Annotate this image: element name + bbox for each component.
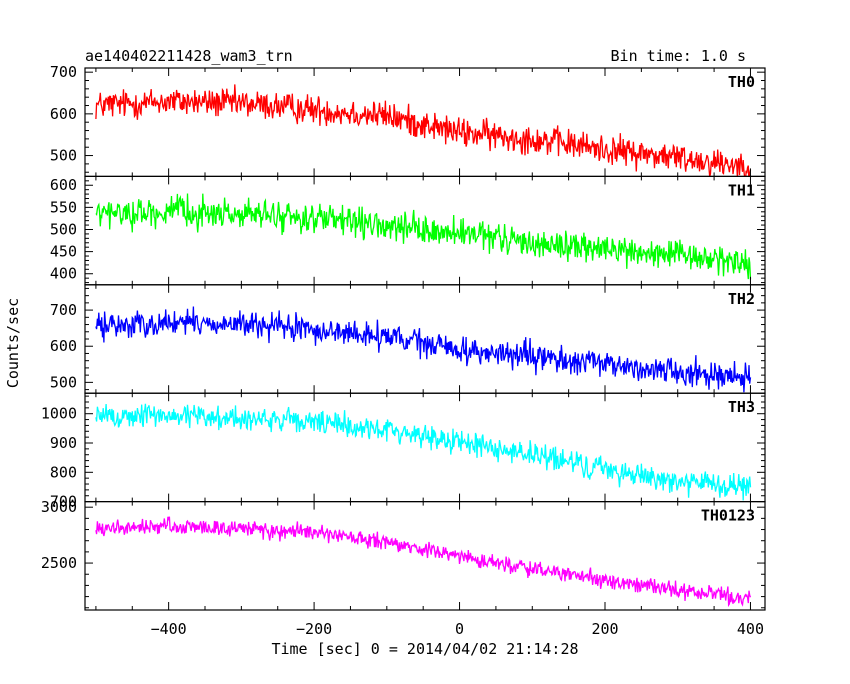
x-tick-label: 0 — [455, 620, 464, 638]
series-line-th0 — [95, 84, 752, 177]
y-axis-label: Counts/sec — [4, 298, 22, 388]
y-tick-label: 550 — [50, 198, 77, 216]
y-tick-label: 800 — [50, 463, 77, 481]
y-tick-label: 600 — [50, 176, 77, 194]
x-tick-label: 400 — [737, 620, 764, 638]
x-axis-label: Time [sec] 0 = 2014/04/02 21:14:28 — [271, 640, 578, 658]
y-tick-label: 450 — [50, 243, 77, 261]
y-tick-label: 700 — [50, 301, 77, 319]
y-tick-label: 700 — [50, 63, 77, 81]
panel-th0: 500 600 700 TH0 — [50, 63, 766, 178]
y-tick-label: 400 — [50, 265, 77, 283]
x-tick-label: −400 — [151, 620, 187, 638]
panel-th1: 400 450 500 550 600 TH1 — [50, 175, 766, 286]
y-tick-label: 1000 — [41, 405, 77, 423]
panel-label: TH0 — [728, 73, 755, 91]
x-tick-labels: −400 −200 0 200 400 — [151, 620, 764, 638]
y-tick-label: 500 — [50, 147, 77, 165]
y-tick-label: 600 — [50, 105, 77, 123]
x-tick-label: 200 — [591, 620, 618, 638]
y-tick-label: 900 — [50, 434, 77, 452]
panel-label: TH2 — [728, 290, 755, 308]
y-tick-label: 500 — [50, 373, 77, 391]
panel-label: TH0123 — [701, 507, 755, 525]
bin-time-label: Bin time: 1.0 s — [611, 47, 746, 65]
plot-title: ae140402211428_wam3_trn — [85, 47, 293, 65]
x-tick-label: −200 — [296, 620, 332, 638]
y-tick-label: 2500 — [41, 554, 77, 572]
panels-group: 500 600 700 TH0 400 450 500 550 600 TH1 500 600 700 T… — [41, 63, 766, 611]
series-line-th2 — [95, 306, 752, 393]
series-line-th0123 — [95, 516, 752, 608]
panel-th3: 700 800 900 1000 TH3 — [41, 392, 766, 511]
y-tick-label: 600 — [50, 337, 77, 355]
series-line-th3 — [95, 403, 752, 501]
y-tick-label: 3000 — [41, 498, 77, 516]
y-tick-label: 500 — [50, 220, 77, 238]
panel-th0123: 2500 3000 TH0123 — [41, 498, 766, 611]
panel-label: TH3 — [728, 398, 755, 416]
panel-th2: 500 600 700 TH2 — [50, 284, 766, 394]
panel-frame — [84, 501, 766, 611]
y-tick-label: 700 — [50, 493, 77, 511]
panel-label: TH1 — [728, 181, 755, 199]
series-line-th1 — [95, 193, 752, 280]
